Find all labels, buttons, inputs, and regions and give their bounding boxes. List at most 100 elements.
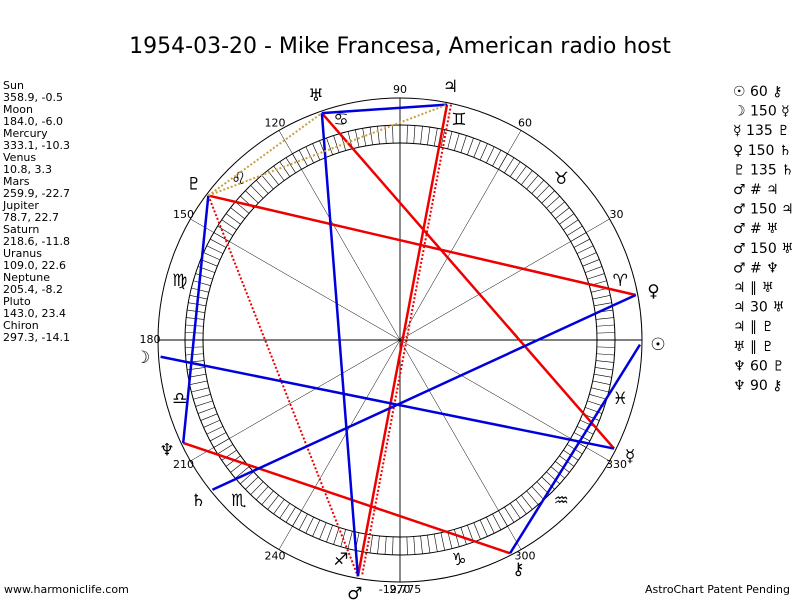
planet-glyph: ♅ — [308, 86, 323, 106]
planet-glyph: ♂ — [347, 584, 362, 600]
ring-tick — [326, 137, 333, 155]
ring-tick — [460, 527, 467, 545]
ring-tick — [267, 495, 279, 510]
planet-name: Pluto — [3, 295, 31, 308]
ring-tick — [319, 522, 327, 540]
ring-tick — [210, 238, 227, 248]
sign: ♈ — [613, 271, 628, 291]
aspect-line — [182, 441, 511, 555]
ring-tick — [427, 127, 431, 145]
ring-tick — [521, 495, 533, 510]
ring-tick — [261, 175, 274, 190]
planet-coords: 297.3, -14.1 — [3, 331, 70, 344]
ring-tick — [369, 127, 373, 145]
ring-tick — [526, 175, 539, 190]
ring-tick — [592, 295, 611, 300]
ring-tick — [467, 525, 474, 543]
footer-right: AstroChart Patent Pending — [645, 583, 790, 596]
degree-label: 120 — [265, 116, 286, 129]
ring-tick — [515, 499, 527, 515]
aspect-line — [356, 104, 449, 577]
degree-label: 30 — [610, 208, 624, 221]
spoke — [399, 130, 522, 341]
sign: ♏ — [231, 491, 246, 511]
ring-tick — [230, 207, 245, 219]
ring-tick — [579, 252, 597, 261]
degree-label: 330 — [606, 458, 627, 471]
ring-tick — [492, 150, 502, 167]
degree-label: 60 — [518, 116, 532, 129]
planet-coords: 78.7, 22.7 — [3, 211, 59, 224]
planet-glyph: ♃ — [443, 77, 458, 97]
ring-tick — [191, 287, 209, 293]
ring-tick — [593, 373, 612, 378]
planet-coords: 218.6, -11.8 — [3, 235, 70, 248]
ring-tick — [197, 407, 215, 414]
ring-tick — [221, 449, 237, 461]
ring-tick — [285, 157, 296, 174]
degree-label: 300 — [515, 550, 536, 563]
sign: ♐ — [333, 550, 348, 570]
aspect-entry: ♂ # ♃ — [733, 182, 779, 198]
ring-tick — [250, 185, 264, 199]
ring-tick — [486, 146, 495, 164]
ring-tick — [255, 486, 269, 500]
ring-tick — [589, 394, 607, 400]
ring-tick — [573, 238, 590, 248]
ring-tick — [217, 444, 234, 455]
ring-tick — [515, 165, 527, 181]
ring-tick — [326, 525, 333, 543]
degree-label: 210 — [173, 458, 194, 471]
aspect-line — [509, 343, 642, 554]
ring-tick — [235, 466, 250, 479]
ring-tick — [433, 533, 438, 552]
ring-tick — [473, 522, 481, 540]
ring-tick — [333, 527, 340, 545]
aspect-line — [320, 112, 615, 450]
ring-tick — [440, 532, 445, 551]
ring-tick — [377, 126, 380, 145]
ring-tick — [447, 131, 453, 149]
sign: ♋ — [333, 110, 348, 130]
ring-tick — [509, 161, 521, 177]
planet-glyph: ♀ — [647, 282, 659, 302]
ring-tick — [305, 146, 314, 164]
sign: ♓ — [613, 389, 628, 409]
ring-tick — [206, 245, 224, 254]
sign: ♉ — [554, 169, 569, 189]
planet-name: Neptune — [3, 271, 50, 284]
aspect-line — [320, 112, 360, 577]
planet-name: Chiron — [3, 319, 39, 332]
spoke — [399, 339, 522, 550]
ring-tick — [596, 353, 615, 356]
ring-tick — [362, 128, 367, 147]
aspect-entry: ♂ 150 ♅ — [733, 241, 794, 257]
aspect-line — [208, 194, 637, 297]
aspect-entry: ♂ # ♆ — [733, 260, 779, 276]
spoke — [190, 339, 401, 462]
sign: ♌ — [231, 169, 246, 189]
sign: ♎ — [172, 389, 187, 409]
planet-coords: 358.9, -0.5 — [3, 91, 63, 104]
ring-tick — [298, 513, 308, 530]
aspect-entry: ☿ 135 ♇ — [733, 123, 790, 139]
spoke — [278, 130, 401, 341]
ring-tick — [526, 490, 539, 505]
score: -19,775 — [379, 583, 421, 596]
ring-tick — [541, 190, 555, 204]
sign: ♒ — [554, 491, 569, 511]
ring-tick — [191, 387, 209, 393]
aspect-entry: ☉ 60 ⚷ — [733, 84, 783, 100]
ring-tick — [492, 513, 502, 530]
ring-tick — [245, 476, 259, 490]
aspect-entry: ♆ 90 ⚷ — [733, 378, 783, 394]
aspect-line — [181, 195, 210, 444]
aspect-line — [211, 293, 637, 491]
ring-tick — [587, 273, 605, 280]
ring-tick — [555, 461, 570, 473]
aspect-entry: ♂ # ♅ — [733, 221, 779, 237]
ring-tick — [447, 531, 453, 549]
ring-tick — [546, 471, 560, 485]
ring-tick — [200, 259, 218, 267]
ring-tick — [486, 516, 495, 534]
